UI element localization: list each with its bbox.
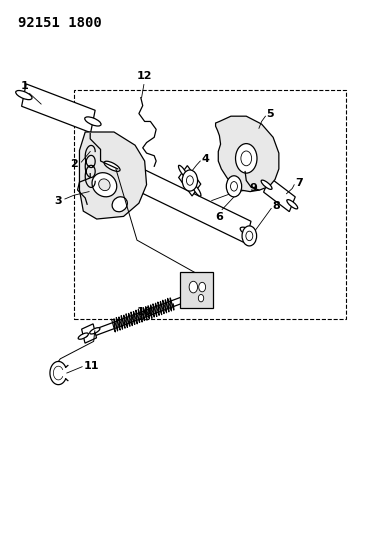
Text: 5: 5 (266, 109, 274, 118)
Circle shape (186, 176, 193, 185)
Bar (74, 90, 346, 319)
Circle shape (235, 143, 257, 173)
Ellipse shape (179, 165, 187, 178)
Polygon shape (22, 84, 95, 133)
Text: 10: 10 (136, 308, 152, 317)
Ellipse shape (78, 333, 88, 340)
Circle shape (198, 294, 204, 302)
Ellipse shape (287, 200, 298, 209)
Circle shape (231, 182, 237, 191)
Polygon shape (179, 166, 201, 196)
Polygon shape (82, 324, 96, 343)
Ellipse shape (261, 180, 272, 189)
Polygon shape (85, 297, 184, 339)
Polygon shape (216, 116, 279, 191)
Text: 3: 3 (54, 196, 62, 206)
Circle shape (199, 282, 206, 292)
Ellipse shape (192, 184, 201, 196)
Circle shape (226, 176, 242, 197)
Circle shape (242, 226, 257, 246)
Ellipse shape (16, 91, 32, 100)
Ellipse shape (112, 197, 127, 212)
Circle shape (189, 281, 198, 293)
Text: 12: 12 (137, 71, 152, 81)
Text: 2: 2 (70, 159, 78, 169)
Ellipse shape (83, 335, 88, 337)
Ellipse shape (85, 117, 101, 126)
Circle shape (182, 170, 198, 191)
Circle shape (246, 231, 253, 241)
Text: 9: 9 (249, 183, 257, 193)
Ellipse shape (90, 328, 100, 334)
Ellipse shape (240, 227, 256, 237)
Ellipse shape (104, 161, 120, 171)
Text: 7: 7 (295, 178, 303, 188)
Ellipse shape (181, 298, 185, 301)
Polygon shape (79, 132, 147, 219)
Text: 8: 8 (273, 201, 280, 212)
Ellipse shape (92, 173, 117, 197)
Text: 1: 1 (21, 82, 28, 91)
Text: 92151 1800: 92151 1800 (18, 16, 102, 30)
FancyBboxPatch shape (180, 272, 213, 308)
Text: 6: 6 (216, 212, 223, 222)
Circle shape (241, 151, 252, 166)
Polygon shape (264, 177, 295, 212)
Text: 11: 11 (84, 361, 99, 370)
Ellipse shape (99, 179, 110, 191)
Text: 4: 4 (202, 155, 209, 164)
Polygon shape (109, 155, 251, 243)
